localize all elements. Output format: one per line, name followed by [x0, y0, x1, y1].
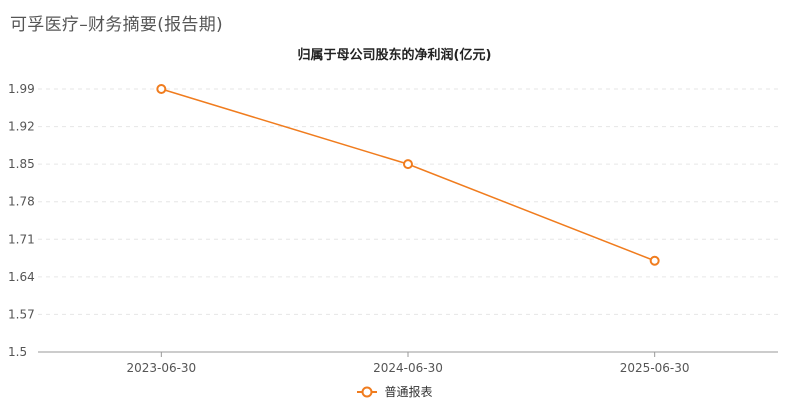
grid-lines [38, 88, 778, 315]
data-point[interactable] [649, 255, 660, 266]
y-tick-label: 1.57 [8, 307, 35, 321]
series-line [161, 88, 655, 262]
data-point[interactable] [156, 84, 167, 94]
y-axis-ticks: 1.99 1.92 1.85 1.78 1.71 1.64 1.57 1.5 [8, 82, 35, 359]
y-tick-label: 1.64 [8, 270, 35, 284]
y-tick-label: 1.85 [8, 157, 35, 171]
page-title: 可孚医疗–财务摘要(报告期) [10, 15, 223, 35]
x-tick-label: 2023-06-30 [126, 361, 196, 375]
legend-marker-icon [357, 386, 378, 397]
series-layer [156, 84, 660, 266]
y-tick-label: 1.92 [8, 120, 35, 134]
legend-label: 普通报表 [384, 385, 433, 399]
x-tick-label: 2024-06-30 [373, 361, 443, 375]
y-tick-label: 1.5 [8, 345, 27, 359]
x-axis-ticks: 2023-06-30 2024-06-30 2025-06-30 [126, 352, 690, 375]
x-tick-label: 2025-06-30 [620, 361, 690, 375]
line-chart: 1.99 1.92 1.85 1.78 1.71 1.64 1.57 1.5 2023-06-… [8, 82, 778, 375]
y-tick-label: 1.78 [8, 195, 35, 209]
data-point[interactable] [403, 159, 413, 170]
y-tick-label: 1.99 [8, 82, 35, 96]
legend[interactable]: 普通报表 [0, 383, 789, 400]
y-tick-label: 1.71 [8, 232, 35, 246]
chart-title: 归属于母公司股东的净利润(亿元) [297, 48, 492, 63]
